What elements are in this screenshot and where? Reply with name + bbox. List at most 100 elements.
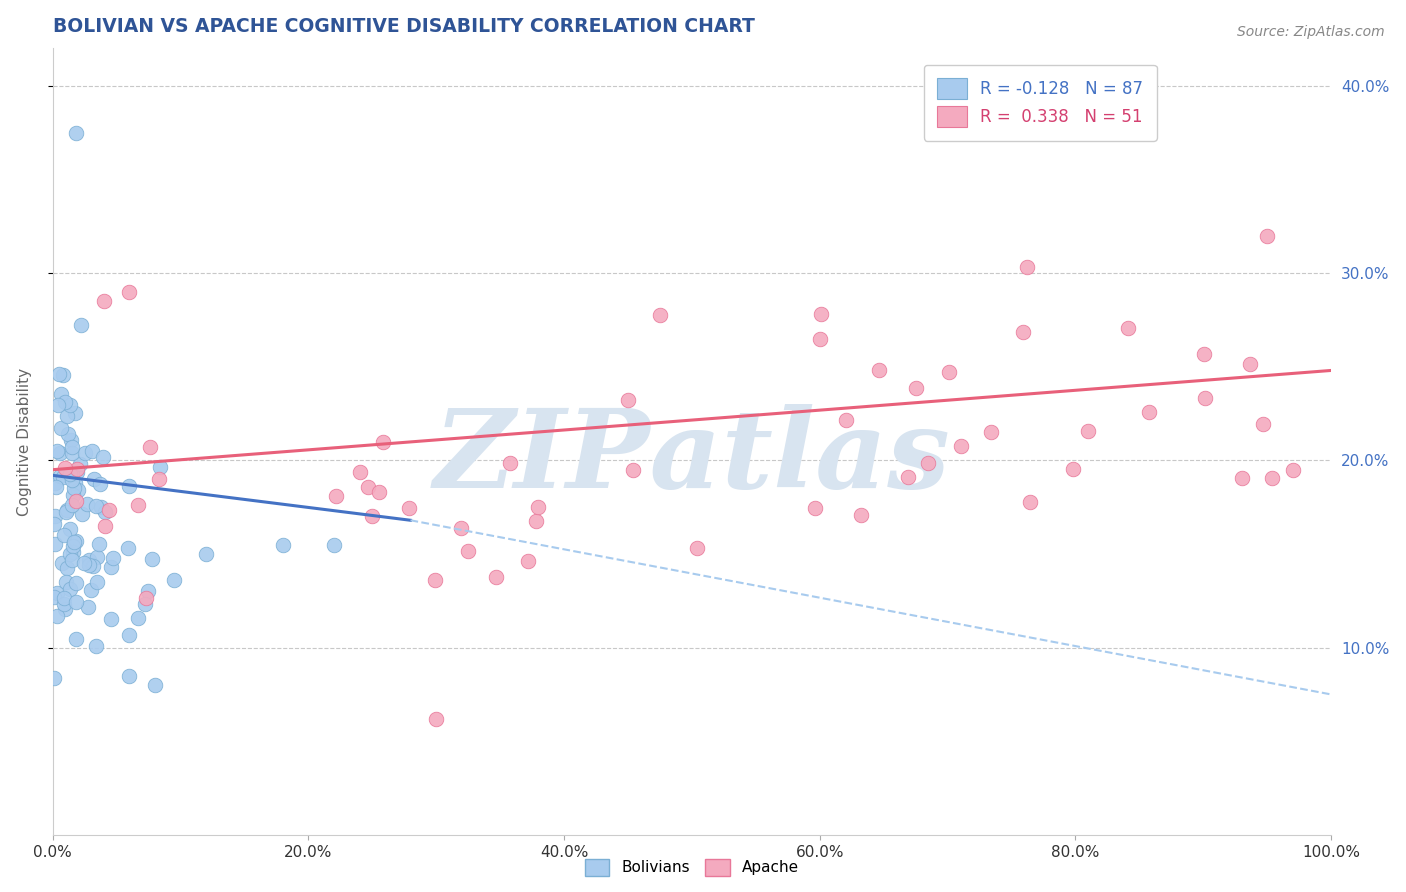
Point (1116, 321, 1139, 335)
Point (93, 294, 115, 309)
Point (48, 367, 70, 381)
Point (73, 446, 96, 460)
Point (485, 570, 508, 584)
Point (65, 533, 87, 548)
Point (65, 632, 87, 646)
Point (83, 472, 105, 486)
Point (849, 508, 872, 522)
Point (835, 413, 858, 427)
Text: Source: ZipAtlas.com: Source: ZipAtlas.com (1237, 25, 1385, 39)
Point (148, 472, 170, 486)
Point (90, 500, 112, 515)
Point (62, 488, 84, 502)
Point (118, 628, 141, 642)
Point (810, 307, 832, 321)
Point (76, 599, 98, 614)
Point (938, 366, 960, 380)
Point (60, 446, 83, 460)
Point (46, 443, 69, 458)
Point (869, 362, 891, 376)
Point (118, 479, 141, 493)
Point (45, 480, 67, 494)
Point (55, 505, 77, 519)
Point (86, 575, 108, 590)
Point (55, 575, 77, 590)
Point (623, 463, 645, 477)
Point (97, 503, 120, 517)
Point (616, 393, 638, 408)
Point (1077, 424, 1099, 438)
Point (63, 476, 86, 491)
Point (56, 409, 79, 424)
Point (70, 507, 93, 521)
Point (357, 480, 380, 494)
Point (499, 456, 522, 470)
Legend: Bolivians, Apache: Bolivians, Apache (578, 853, 806, 882)
Point (42, 517, 65, 532)
Point (56, 561, 79, 575)
Point (65, 126, 87, 140)
Point (76, 497, 98, 511)
Point (66, 462, 89, 476)
Point (917, 456, 939, 470)
Point (1018, 494, 1040, 508)
Point (77, 558, 100, 572)
Point (101, 551, 124, 566)
Point (60, 552, 83, 566)
Point (127, 611, 149, 625)
Point (457, 544, 479, 558)
Point (59, 467, 82, 481)
Point (368, 485, 391, 500)
Point (59, 582, 82, 597)
Point (194, 547, 217, 561)
Point (1256, 228, 1278, 243)
Point (44, 509, 66, 524)
Point (59, 522, 82, 536)
Point (60, 467, 83, 482)
Point (66, 483, 89, 497)
Point (79, 582, 101, 597)
Point (325, 489, 347, 503)
Point (65, 595, 87, 609)
Point (59, 398, 82, 412)
Point (86, 549, 108, 564)
Point (1012, 325, 1035, 339)
Point (62, 545, 84, 559)
Point (650, 309, 672, 323)
Point (118, 285, 141, 299)
Point (686, 541, 709, 555)
Point (138, 583, 160, 598)
Point (134, 597, 156, 611)
Point (49, 446, 72, 460)
Point (89, 536, 111, 550)
Point (897, 469, 920, 483)
Point (60, 473, 83, 487)
Point (82, 559, 104, 574)
Point (52, 470, 75, 484)
Point (70, 318, 93, 332)
Point (804, 501, 827, 516)
Point (163, 573, 186, 587)
Point (46, 609, 69, 624)
Point (1232, 471, 1254, 485)
Point (527, 500, 550, 515)
Point (143, 678, 166, 692)
Point (118, 669, 141, 683)
Point (524, 515, 547, 529)
Point (52, 591, 75, 605)
Point (49, 387, 72, 401)
Point (135, 591, 157, 606)
Point (516, 554, 538, 568)
Point (949, 439, 972, 453)
Point (138, 440, 160, 454)
Point (1137, 405, 1160, 419)
Point (905, 381, 928, 395)
Point (89, 477, 111, 491)
Point (77, 553, 100, 567)
Point (1062, 462, 1084, 476)
Point (425, 573, 447, 587)
Point (53, 394, 76, 409)
Text: ZIP​atlas: ZIP​atlas (433, 403, 950, 511)
Point (1239, 357, 1261, 371)
Point (450, 521, 472, 535)
